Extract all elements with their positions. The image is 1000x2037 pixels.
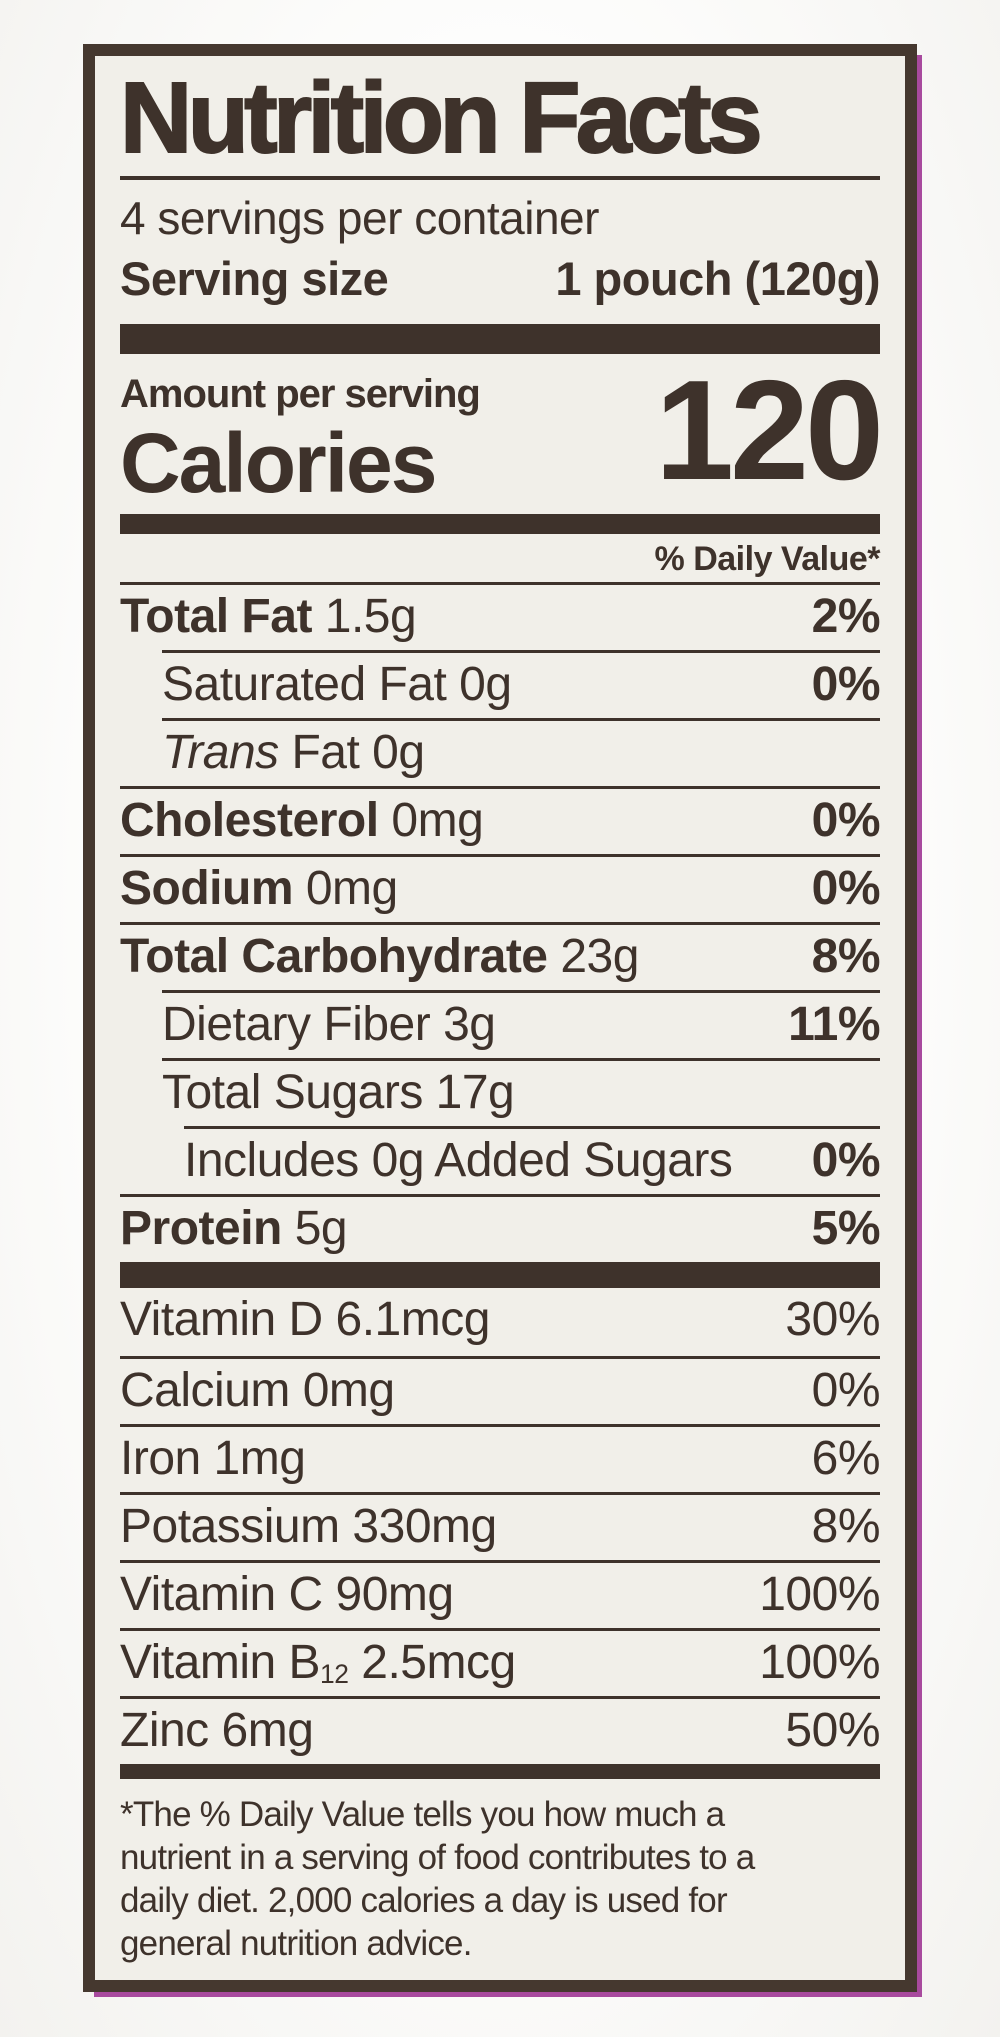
micronutrient-row-zinc: Zinc 6mg 50% — [120, 1696, 880, 1764]
micronutrient-dv: 6% — [811, 1432, 881, 1485]
nutrient-row-protein: Protein 5g 5% — [120, 1194, 881, 1262]
thick-separator-top — [120, 324, 880, 354]
micronutrient-dv: 0% — [811, 1364, 881, 1417]
servings-per-container: 4 servings per container — [120, 192, 599, 244]
nutrient-row-dietary-fiber: Dietary Fiber 3g 11% — [162, 990, 880, 1058]
nutrient-dv: 5% — [811, 1202, 881, 1255]
micronutrient-dv: 100% — [759, 1636, 880, 1689]
calories-label: Calories — [120, 416, 438, 510]
footnote-line: nutrient in a serving of food contribute… — [120, 1838, 755, 1877]
micronutrient-name: Iron 1mg — [120, 1432, 306, 1485]
nutrient-dv: 0% — [811, 794, 881, 847]
calories-value: 120 — [655, 351, 884, 510]
micronutrient-row-vitamin-c: Vitamin C 90mg 100% — [120, 1560, 880, 1628]
micronutrient-row-vitamin-b12: Vitamin B12 2.5mcg 100% — [120, 1628, 880, 1696]
serving-size-label: Serving size — [120, 252, 389, 305]
micronutrient-row-vitamin-d: Vitamin D 6.1mcg 30% — [120, 1288, 880, 1356]
nutrient-row-cholesterol: Cholesterol 0mg 0% — [120, 786, 881, 854]
micronutrient-row-potassium: Potassium 330mg 8% — [120, 1492, 881, 1560]
amount-per-serving-label: Amount per serving — [120, 372, 481, 416]
nutrient-row-total-carbohydrate: Total Carbohydrate 23g 8% — [120, 922, 881, 990]
nutrient-name: Includes 0g Added Sugars — [184, 1134, 733, 1187]
calories-block: Amount per serving Calories 120 — [120, 360, 884, 510]
micronutrient-dv: 8% — [811, 1500, 881, 1553]
serving-size-value: 1 pouch (120g) — [555, 252, 880, 305]
thick-separator-protein — [120, 1262, 880, 1288]
micronutrient-dv: 30% — [785, 1293, 880, 1346]
nutrient-dv: 0% — [811, 1134, 881, 1187]
footnote-line: daily diet. 2,000 calories a day is used… — [120, 1881, 728, 1920]
title-rule — [120, 176, 880, 180]
nutrient-name: Sodium 0mg — [120, 862, 398, 915]
nutrient-name: Dietary Fiber 3g — [162, 998, 496, 1051]
nutrient-row-sodium: Sodium 0mg 0% — [120, 854, 881, 922]
nutrient-row-saturated-fat: Saturated Fat 0g 0% — [162, 650, 881, 718]
micronutrient-name: Zinc 6mg — [120, 1704, 314, 1757]
nutrient-dv: 2% — [811, 590, 881, 643]
nutrient-row-trans-fat: Trans Fat 0g — [162, 718, 880, 786]
nutrient-dv: 8% — [811, 930, 881, 983]
serving-size-row: Serving size 1 pouch (120g) — [120, 248, 880, 310]
nutrition-facts-panel: Nutrition Facts 4 servings per container… — [83, 44, 917, 1992]
micronutrient-name: Vitamin C 90mg — [120, 1568, 454, 1621]
nutrient-dv: 11% — [788, 998, 880, 1051]
micronutrient-name: Potassium 330mg — [120, 1500, 497, 1553]
nutrient-row-total-sugars: Total Sugars 17g — [162, 1058, 880, 1126]
micronutrient-name: Vitamin D 6.1mcg — [120, 1293, 490, 1346]
nutrient-dv: 0% — [811, 658, 881, 711]
footnote-line: *The % Daily Value tells you how much a — [120, 1795, 725, 1834]
thick-separator-calories — [120, 514, 880, 534]
micronutrient-row-iron: Iron 1mg 6% — [120, 1424, 881, 1492]
micronutrient-dv: 100% — [759, 1568, 880, 1621]
nutrient-name: Protein 5g — [120, 1202, 348, 1255]
nutrient-name: Trans Fat 0g — [162, 726, 425, 779]
nutrient-name: Total Sugars 17g — [162, 1066, 515, 1119]
nutrient-name: Saturated Fat 0g — [162, 658, 512, 711]
micronutrient-name: Calcium 0mg — [120, 1364, 395, 1417]
micronutrient-dv: 50% — [785, 1704, 880, 1757]
thick-separator-footnote — [120, 1764, 880, 1779]
nutrient-name: Total Carbohydrate 23g — [120, 930, 639, 983]
nutrient-name: Total Fat 1.5g — [120, 590, 417, 643]
nutrient-row-added-sugars: Includes 0g Added Sugars 0% — [184, 1126, 881, 1194]
micronutrient-row-calcium: Calcium 0mg 0% — [120, 1356, 881, 1424]
daily-value-header: % Daily Value* — [654, 540, 881, 578]
panel-title: Nutrition Facts — [119, 62, 764, 174]
nutrient-dv: 0% — [811, 862, 881, 915]
micronutrient-name: Vitamin B12 2.5mcg — [120, 1636, 516, 1689]
nutrient-name: Cholesterol 0mg — [120, 794, 484, 847]
nutrient-row-total-fat: Total Fat 1.5g 2% — [120, 582, 881, 650]
b12-subscript: 12 — [320, 1658, 349, 1689]
footnote-line: general nutrition advice. — [120, 1924, 472, 1963]
footnote: *The % Daily Value tells you how much a … — [120, 1793, 880, 1965]
